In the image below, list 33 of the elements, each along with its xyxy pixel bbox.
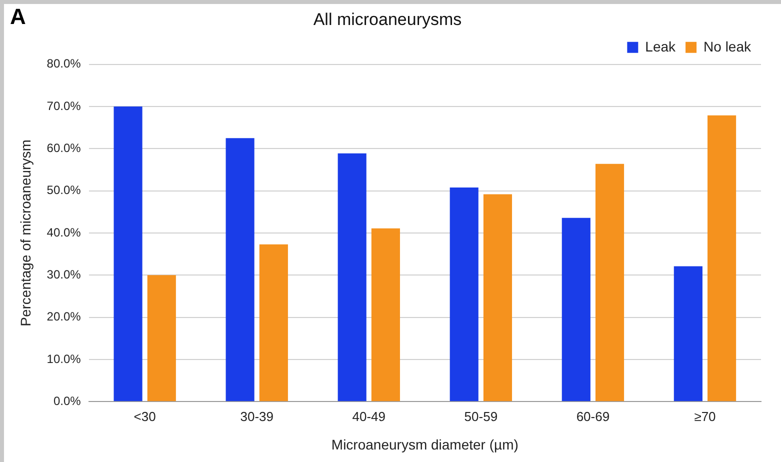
y-tick-label: 40.0% <box>46 225 82 240</box>
bar <box>338 153 366 402</box>
x-tick-label: <30 <box>134 408 156 424</box>
y-tick-label: 70.0% <box>46 98 82 113</box>
bar <box>483 194 512 402</box>
bar <box>450 187 478 402</box>
y-tick-label: 10.0% <box>46 352 82 366</box>
y-tick-label: 80.0% <box>46 56 82 71</box>
y-tick-label: 60.0% <box>46 141 82 156</box>
x-tick-label: 40-49 <box>352 408 386 424</box>
text: A <box>10 4 26 30</box>
bar <box>674 266 702 402</box>
y-tick-label: 20.0% <box>46 310 82 324</box>
x-tick-label: 60-69 <box>576 408 610 424</box>
bar <box>371 228 400 402</box>
legend-label: Leak <box>645 38 677 54</box>
bar <box>114 106 142 402</box>
bar <box>562 218 590 402</box>
bar <box>147 275 176 402</box>
bar <box>708 115 736 402</box>
y-tick-label: 30.0% <box>46 267 82 282</box>
x-axis-title: Microaneurysm diameter (µm) <box>331 436 518 452</box>
y-axis-title: Percentage of microaneurysm <box>17 140 34 326</box>
bar <box>595 164 624 402</box>
legend-label: No leak <box>704 38 752 54</box>
bar <box>226 138 254 402</box>
x-tick-label: 50-59 <box>464 408 498 424</box>
x-tick-label: ≥70 <box>694 408 716 424</box>
x-tick-label: 30-39 <box>240 408 274 424</box>
y-tick-label: 50.0% <box>46 183 82 198</box>
chart-title: All microaneurysms <box>313 10 462 29</box>
y-tick-label: 0.0% <box>53 394 82 408</box>
bar <box>259 244 288 402</box>
